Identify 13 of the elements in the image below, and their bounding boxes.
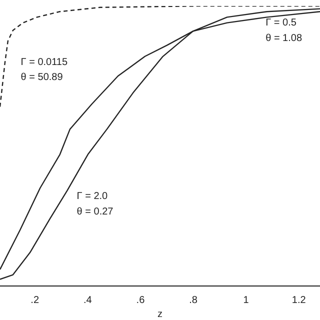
x-tick-label: 1 bbox=[243, 294, 250, 306]
annotation: θ = 50.89 bbox=[20, 72, 64, 84]
annotation: θ = 0.27 bbox=[76, 206, 114, 218]
x-tick-label: .6 bbox=[136, 294, 146, 306]
annotation: Γ = 0.0115 bbox=[20, 56, 68, 68]
x-tick-label: 1.2 bbox=[292, 294, 306, 306]
x-tick-label: .8 bbox=[189, 294, 198, 306]
annotation: Γ = 2.0 bbox=[76, 191, 108, 202]
x-tick-label: .4 bbox=[83, 294, 92, 306]
annotation: Γ = 0.5 bbox=[266, 18, 297, 29]
annotation: θ = 1.08 bbox=[266, 32, 302, 44]
x-tick-label: .2 bbox=[30, 294, 40, 306]
x-axis-title: z bbox=[158, 308, 162, 320]
